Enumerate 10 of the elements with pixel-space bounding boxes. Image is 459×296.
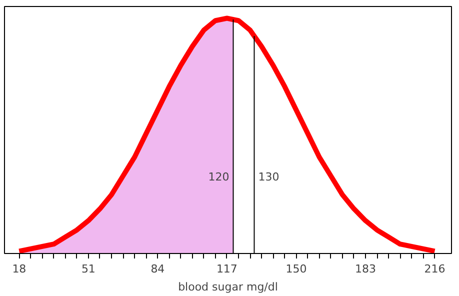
ref-line-label: 120 (208, 170, 230, 184)
x-tick-label: 183 (354, 262, 376, 276)
x-tick-label: 51 (81, 262, 96, 276)
x-tick-label: 117 (216, 262, 238, 276)
x-tick-label: 84 (150, 262, 165, 276)
x-tick-label: 18 (12, 262, 26, 276)
ref-line-label: 130 (258, 170, 280, 184)
x-axis-title: blood sugar mg/dl (178, 280, 278, 294)
x-tick-label: 150 (286, 262, 307, 276)
x-tick-label: 216 (424, 262, 446, 276)
